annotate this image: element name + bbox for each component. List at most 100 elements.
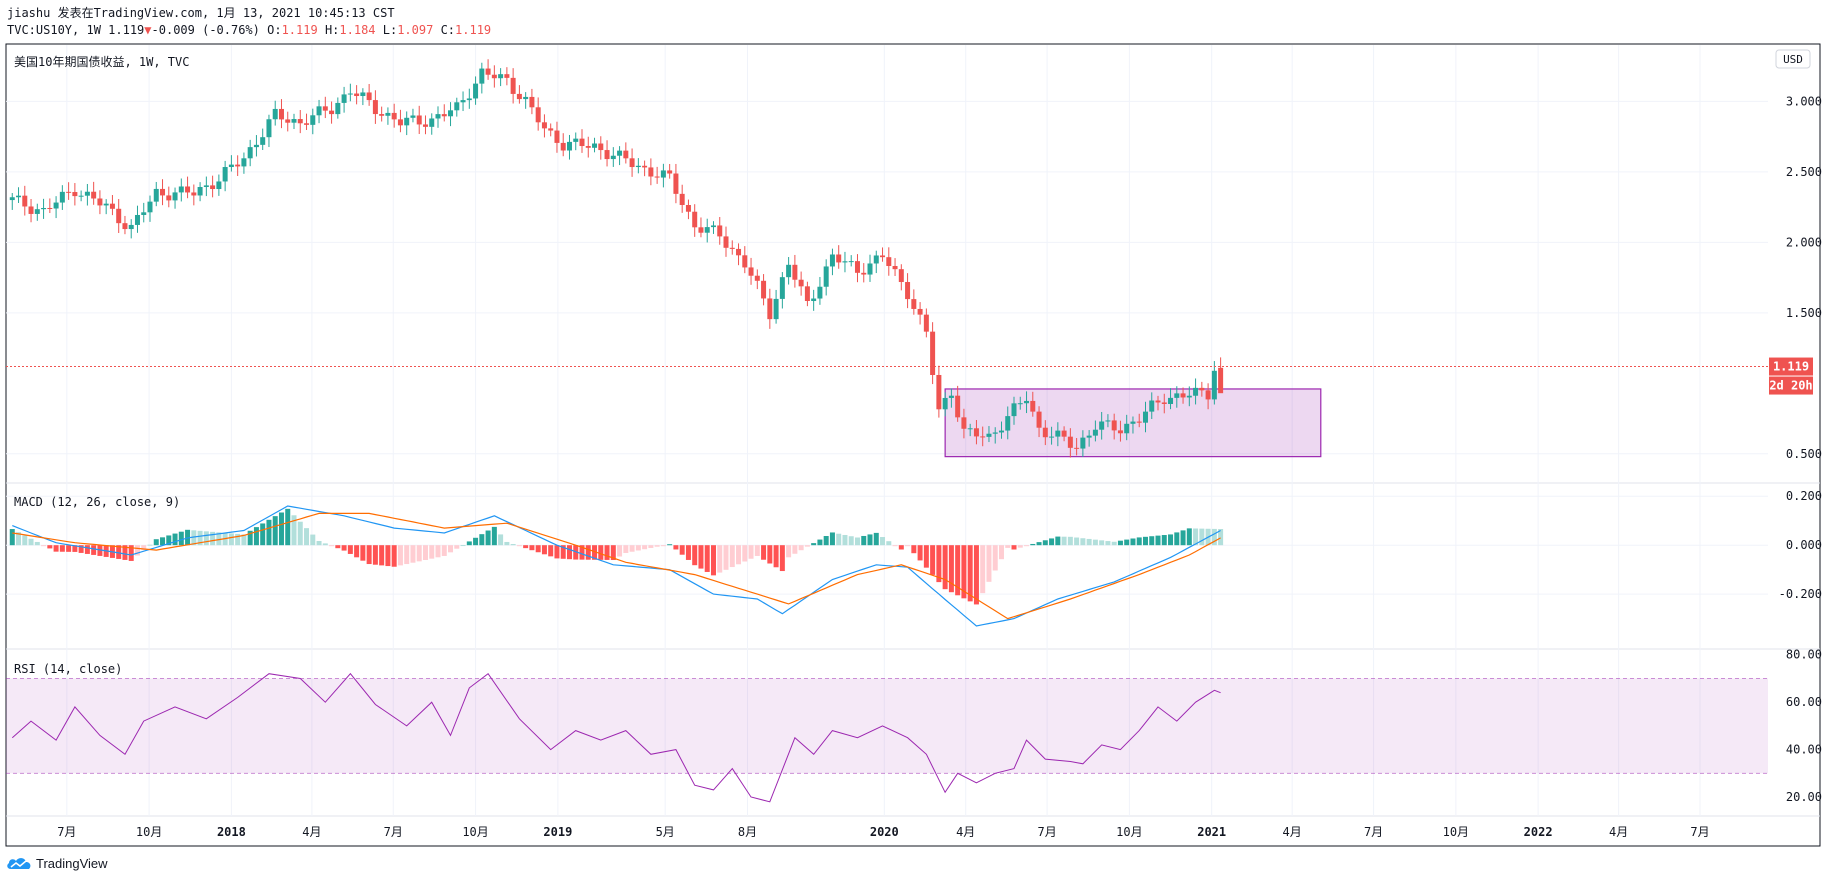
candle-body	[804, 286, 810, 302]
macd-histogram-bar	[66, 545, 72, 552]
candle-body	[980, 436, 986, 438]
macd-histogram-bar	[479, 534, 485, 546]
rsi-axis-tick-label: 20.00	[1786, 790, 1822, 804]
macd-pane-title: MACD (12, 26, close, 9)	[14, 495, 180, 509]
candle-body	[566, 141, 572, 151]
candle-body	[560, 142, 566, 151]
candle-body	[34, 209, 40, 214]
candle-body	[203, 185, 209, 188]
macd-histogram-bar	[1005, 545, 1011, 548]
candle-body	[510, 77, 516, 94]
candle-body	[222, 167, 228, 182]
macd-histogram-bar	[53, 545, 59, 552]
chart-header: jiashu 发表在TradingView.com, 1月 13, 2021 1…	[7, 5, 491, 39]
macd-histogram-bar	[829, 532, 835, 546]
candle-body	[260, 137, 266, 145]
macd-histogram-bar	[316, 541, 322, 546]
candle-body	[779, 277, 785, 299]
macd-histogram-bar	[291, 515, 297, 546]
macd-histogram-bar	[422, 545, 428, 561]
candle-body	[1042, 427, 1048, 438]
candle-body	[541, 122, 547, 129]
candle-body	[973, 428, 979, 437]
macd-histogram-bar	[260, 523, 266, 546]
macd-histogram-bar	[923, 545, 929, 568]
candle-body	[360, 92, 366, 97]
footer[interactable]: TradingView	[6, 855, 108, 871]
macd-histogram-bar	[1199, 528, 1205, 546]
macd-histogram-bar	[84, 545, 90, 554]
macd-histogram-bar	[986, 545, 992, 582]
macd-histogram-bar	[936, 545, 942, 583]
macd-histogram-bar	[429, 545, 435, 559]
candle-body	[698, 227, 704, 233]
candle-body	[754, 275, 760, 281]
macd-histogram-bar	[210, 531, 216, 546]
candle-body	[172, 192, 178, 201]
macd-histogram-bar	[166, 535, 172, 546]
macd-histogram-bar	[272, 516, 278, 546]
macd-histogram-bar	[329, 545, 335, 547]
candle-body	[1092, 429, 1098, 436]
macd-histogram-bar	[397, 545, 403, 566]
macd-histogram-bar	[604, 545, 610, 560]
macd-histogram-bar	[610, 545, 616, 561]
macd-histogram-bar	[792, 545, 798, 554]
candle-body	[629, 158, 635, 168]
macd-histogram-bar	[535, 545, 541, 553]
currency-label: USD	[1783, 53, 1803, 66]
candle-body	[623, 150, 629, 159]
macd-histogram-bar	[379, 545, 385, 566]
candle-body	[905, 282, 911, 300]
macd-histogram-bar	[905, 545, 911, 547]
macd-histogram-bar	[253, 527, 259, 546]
macd-histogram-bar	[122, 545, 128, 560]
macd-axis-tick-label: 0.000	[1786, 538, 1822, 552]
macd-histogram-bar	[41, 545, 47, 547]
macd-histogram-bar	[842, 534, 848, 546]
macd-histogram-bar	[854, 537, 860, 546]
candle-body	[592, 143, 598, 148]
candle-body	[422, 124, 428, 127]
candle-body	[97, 198, 103, 206]
macd-histogram-bar	[304, 528, 310, 546]
macd-histogram-bar	[235, 533, 241, 546]
macd-histogram-bar	[617, 545, 623, 557]
macd-histogram-bar	[16, 532, 22, 546]
publish-info: jiashu 发表在TradingView.com, 1月 13, 2021 1…	[7, 6, 395, 20]
macd-histogram-bar	[811, 543, 817, 546]
chart-svg[interactable]: 7月 10月 2018 4月 7月 10月 2019 5月 8月 2020 4月 7月 10月 2021 4…	[0, 0, 1828, 850]
candle-body	[917, 308, 923, 315]
candle-body	[736, 248, 742, 256]
macd-histogram-bar	[1180, 530, 1186, 546]
macd-histogram-bar	[930, 545, 936, 575]
high-label: H:	[324, 23, 340, 37]
candle-body	[16, 195, 22, 198]
macd-histogram-bar	[541, 545, 547, 555]
macd-histogram-bar	[673, 545, 679, 550]
high-value: 1.184	[339, 23, 376, 37]
macd-histogram-bar	[585, 545, 591, 560]
macd-histogram-bar	[91, 545, 97, 555]
candle-body	[1055, 430, 1061, 437]
macd-histogram-bar	[892, 545, 898, 547]
time-axis-tick-label: 4月	[1609, 825, 1628, 839]
candle-body	[898, 269, 904, 283]
macd-histogram-bar	[510, 544, 516, 546]
candle-body	[153, 188, 159, 202]
tradingview-cloud-logo-icon	[7, 858, 31, 869]
candle-body	[1080, 437, 1086, 449]
candle-body	[679, 193, 685, 206]
macd-histogram-bar	[78, 545, 84, 553]
candle-body	[28, 206, 34, 214]
candle-body	[291, 119, 297, 123]
candle-body	[410, 115, 416, 118]
macd-histogram-bar	[1017, 545, 1023, 548]
macd-histogram-bar	[761, 545, 767, 560]
macd-histogram-bar	[147, 544, 153, 546]
macd-histogram-bar	[1136, 537, 1142, 546]
macd-histogram-bar	[861, 535, 867, 546]
candle-body	[955, 395, 961, 418]
candle-body	[397, 119, 403, 126]
macd-histogram-bar	[9, 529, 15, 546]
